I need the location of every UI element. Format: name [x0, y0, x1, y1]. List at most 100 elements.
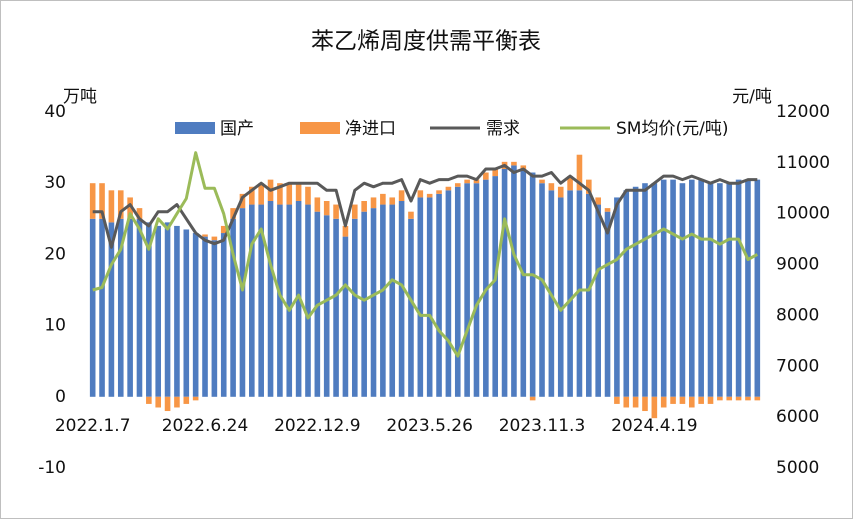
- bar: [323, 201, 330, 216]
- y-tick-label: 20: [44, 244, 66, 264]
- bar: [220, 225, 227, 234]
- bar: [417, 197, 424, 397]
- bar: [426, 193, 433, 198]
- bar: [361, 201, 367, 212]
- bar: [277, 183, 283, 205]
- bar: [211, 236, 218, 241]
- bar: [511, 161, 517, 166]
- bar: [454, 183, 461, 187]
- bar: [576, 190, 583, 397]
- bar: [164, 222, 171, 397]
- bar: [89, 218, 96, 397]
- bar: [660, 179, 667, 397]
- bar: [436, 193, 442, 397]
- x-tick-label: 2024.4.19: [611, 416, 698, 436]
- bar: [230, 208, 236, 219]
- y-tick-label: 0: [55, 387, 66, 407]
- bar: [679, 396, 686, 404]
- line: [92, 163, 758, 249]
- bar: [117, 190, 124, 219]
- bar: [548, 183, 555, 191]
- bar: [688, 396, 695, 408]
- bar: [380, 193, 386, 205]
- bar: [230, 218, 236, 397]
- bar: [305, 186, 311, 205]
- bar: [146, 396, 152, 404]
- bar: [576, 154, 583, 191]
- bar: [389, 197, 396, 205]
- bar: [586, 179, 592, 194]
- bar: [164, 396, 171, 412]
- bar: [464, 179, 470, 184]
- bar: [717, 396, 723, 401]
- legend-swatch: [175, 122, 215, 134]
- y-tick-label: 40: [44, 102, 66, 122]
- chart-title: 苯乙烯周度供需平衡表: [311, 29, 541, 55]
- bar: [735, 179, 742, 397]
- bar: [192, 396, 199, 401]
- y2-tick-label: 5000: [776, 458, 819, 478]
- bar: [501, 168, 508, 397]
- bar: [557, 197, 564, 397]
- bar: [445, 190, 452, 397]
- bar: [473, 179, 480, 184]
- bar: [660, 396, 667, 408]
- bar: [492, 176, 499, 397]
- bar: [651, 183, 658, 397]
- bar: [370, 208, 377, 397]
- legend-label: 国产: [220, 119, 254, 139]
- y2-tick-label: 6000: [776, 407, 819, 427]
- bar: [286, 204, 293, 397]
- x-tick-label: 2023.11.3: [499, 416, 586, 436]
- bar: [361, 211, 367, 397]
- bar: [398, 190, 405, 201]
- bar: [567, 190, 573, 397]
- bar: [295, 183, 302, 201]
- bar: [314, 197, 321, 212]
- bar: [483, 172, 489, 180]
- bar: [146, 222, 152, 397]
- line: [92, 151, 759, 358]
- bar: [623, 190, 630, 397]
- bar: [239, 208, 246, 397]
- bar: [539, 179, 545, 184]
- x-tick-label: 2023.5.26: [386, 416, 473, 436]
- y2-tick-label: 8000: [776, 305, 819, 325]
- bar: [136, 208, 143, 219]
- bar: [735, 396, 742, 401]
- bar: [277, 204, 283, 397]
- bar: [632, 396, 639, 408]
- bar: [604, 211, 611, 397]
- bar: [754, 179, 761, 397]
- bar: [249, 204, 255, 397]
- bar: [380, 204, 386, 397]
- bar: [539, 183, 545, 397]
- bar: [529, 396, 536, 401]
- bar: [567, 176, 573, 191]
- bar: [286, 183, 293, 205]
- legend-label: SM均价(元/吨): [616, 119, 728, 139]
- bar: [698, 179, 704, 397]
- bar: [89, 183, 96, 219]
- bar: [726, 396, 733, 401]
- bar: [454, 186, 461, 397]
- bar: [604, 208, 611, 212]
- bar: [436, 190, 442, 194]
- bar: [249, 186, 255, 205]
- bar: [520, 165, 527, 169]
- bar: [473, 183, 480, 397]
- bar: [754, 396, 761, 401]
- bar: [258, 183, 264, 205]
- bar: [155, 225, 162, 397]
- y-tick-label: -10: [38, 458, 66, 478]
- bar: [614, 396, 620, 404]
- bar: [108, 190, 115, 223]
- bar: [623, 396, 630, 408]
- bar: [211, 240, 218, 397]
- bar: [745, 179, 751, 397]
- bar: [717, 183, 723, 397]
- y2-tick-label: 9000: [776, 255, 819, 275]
- bar: [127, 197, 133, 219]
- bar: [632, 186, 639, 397]
